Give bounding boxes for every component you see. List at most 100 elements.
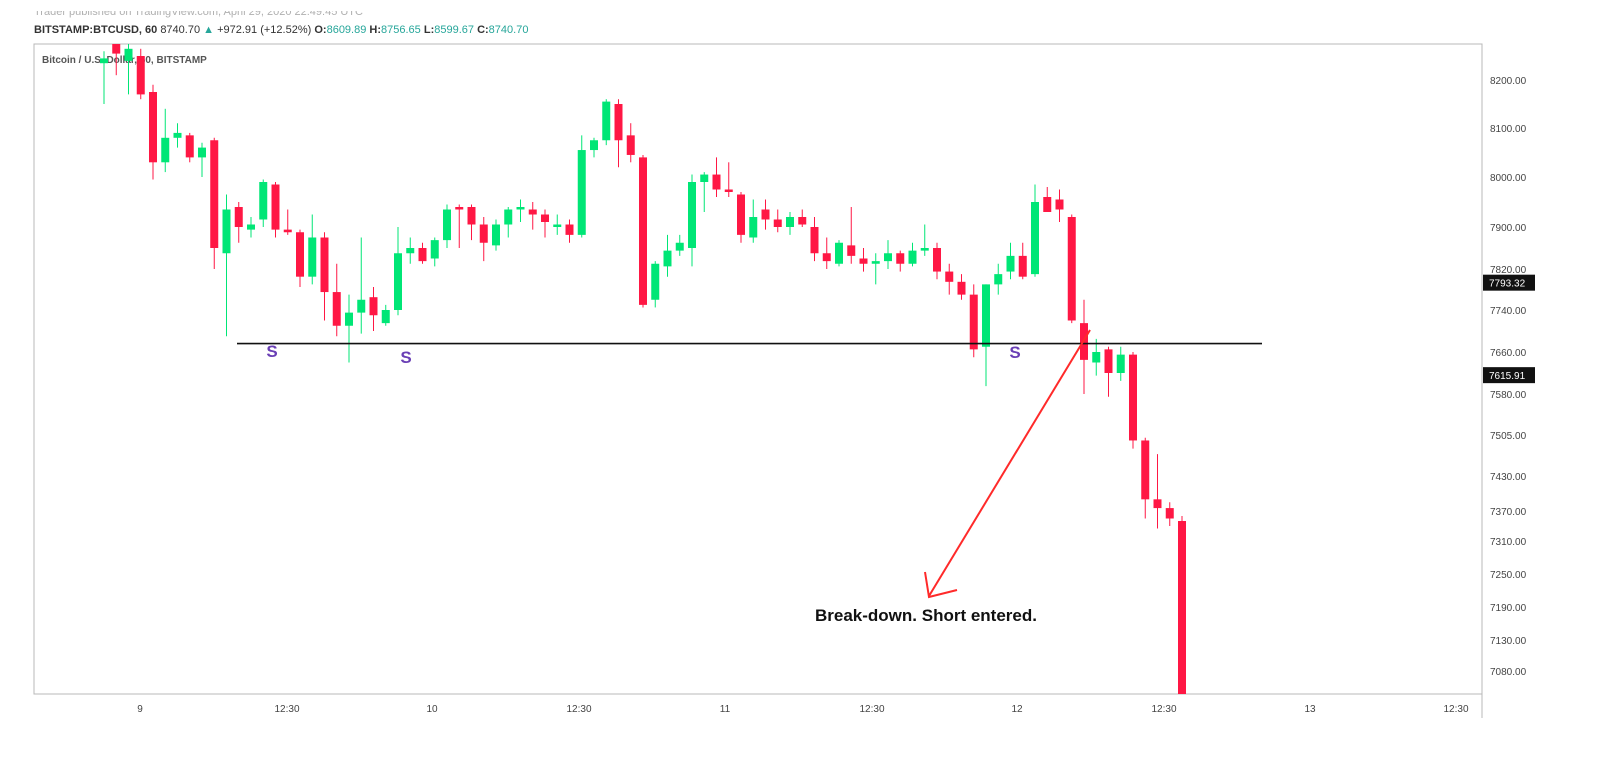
candle-down xyxy=(565,219,574,243)
candle-down xyxy=(798,209,807,227)
candle-body xyxy=(590,140,598,151)
candle-body xyxy=(651,263,660,300)
price-tick-label: 7900.00 xyxy=(1490,223,1527,234)
price-tick-label: 7130.00 xyxy=(1490,636,1527,647)
candle-down xyxy=(1165,502,1174,526)
candle-body xyxy=(896,253,905,264)
candle-up xyxy=(688,174,696,267)
candle-body xyxy=(443,209,451,241)
candle-down xyxy=(1129,352,1137,449)
price-tick-label: 7660.00 xyxy=(1490,348,1527,359)
candle-body xyxy=(234,207,243,227)
candle-body xyxy=(455,207,464,210)
candle-body xyxy=(332,292,341,326)
candle-body xyxy=(835,242,843,264)
support-marker: S xyxy=(1009,343,1020,362)
price-tag-box xyxy=(1483,367,1535,384)
candle-up xyxy=(259,179,268,227)
candle-body xyxy=(933,248,941,272)
price-tag-label: 7793.32 xyxy=(1489,279,1526,290)
close-label: C: xyxy=(477,24,489,36)
candle-up xyxy=(871,253,880,285)
candle-body xyxy=(773,219,782,227)
candle-body xyxy=(700,174,709,182)
time-axis[interactable]: 9 12:30 10 12:30 11 12:30 12 12:30 13 12:30 xyxy=(137,704,1469,715)
candle-body xyxy=(504,209,513,225)
change-arrow-icon: ▲ xyxy=(203,24,215,36)
low-label: L: xyxy=(423,24,435,36)
candle-down xyxy=(541,209,549,238)
candle-down xyxy=(149,84,157,180)
candle-down xyxy=(283,209,292,235)
candle-down xyxy=(737,192,745,243)
candle-body xyxy=(149,92,157,163)
candle-up xyxy=(700,172,709,212)
candle-up xyxy=(908,242,917,267)
candle-body xyxy=(222,209,231,254)
candle-body xyxy=(1104,349,1113,373)
candle-body xyxy=(847,245,856,256)
candle-down xyxy=(1104,346,1113,397)
open-value: 8609.89 xyxy=(326,24,367,36)
candle-up xyxy=(602,99,611,146)
candle-body xyxy=(798,217,807,225)
candle-body xyxy=(1018,255,1027,277)
candle-body xyxy=(418,248,427,262)
candle-body xyxy=(467,207,476,225)
candle-down xyxy=(1018,242,1027,280)
candle-up xyxy=(381,304,390,326)
candle-body xyxy=(969,294,978,350)
time-tick-label: 12:30 xyxy=(274,704,299,715)
candle-down xyxy=(712,157,721,197)
candle-body xyxy=(198,147,206,158)
candle-body xyxy=(957,281,966,295)
candle-down xyxy=(822,237,831,269)
price-tick-label: 7430.00 xyxy=(1490,472,1527,483)
candle-down xyxy=(234,202,243,243)
candle-up xyxy=(504,207,513,238)
candle-up xyxy=(884,240,892,269)
candle-body xyxy=(1067,217,1076,321)
candle-down xyxy=(761,199,770,230)
candle-body xyxy=(639,157,647,305)
time-tick-label: 9 xyxy=(137,704,143,715)
price-tick-label: 7505.00 xyxy=(1490,431,1527,442)
annotations: S S S Break-down. Short entered. xyxy=(237,329,1262,625)
price-tick-label: 8200.00 xyxy=(1490,76,1527,87)
price-tick-label: 7310.00 xyxy=(1490,537,1527,548)
candle-body xyxy=(394,253,402,310)
candle-body xyxy=(271,184,280,230)
candle-body xyxy=(565,224,574,235)
candle-up xyxy=(663,234,672,277)
candle-up xyxy=(920,224,929,256)
candle-down xyxy=(859,248,868,272)
price-axis[interactable]: 8200.00 8100.00 8000.00 7900.00 7820.00 7740.… xyxy=(1483,76,1535,678)
candle-body xyxy=(688,182,696,248)
ohlc-legend: BITSTAMP:BTCUSD, 60 8740.70 ▲ +972.91 (+… xyxy=(34,24,528,36)
candle-up xyxy=(198,142,206,177)
candle-down xyxy=(957,274,966,300)
time-tick-label: 10 xyxy=(426,704,438,715)
candle-down xyxy=(112,44,121,76)
candle-body xyxy=(663,250,672,267)
candle-body xyxy=(626,135,635,155)
candles-group xyxy=(100,44,1186,694)
candle-up xyxy=(553,214,562,235)
candle-body xyxy=(259,182,268,220)
candle-body xyxy=(1178,521,1186,694)
candle-up xyxy=(1116,346,1125,381)
low-value: 8599.67 xyxy=(434,24,474,36)
candle-body xyxy=(945,271,954,282)
candle-up xyxy=(675,234,684,256)
candle-up xyxy=(406,237,415,264)
candle-body xyxy=(1092,352,1101,363)
candle-body xyxy=(553,224,562,227)
candle-up xyxy=(173,123,182,148)
candle-body xyxy=(185,135,194,158)
candle-body xyxy=(100,58,108,64)
candle-up xyxy=(786,212,794,235)
candle-body xyxy=(712,174,721,190)
candle-up xyxy=(430,237,439,267)
candle-up xyxy=(161,108,170,173)
